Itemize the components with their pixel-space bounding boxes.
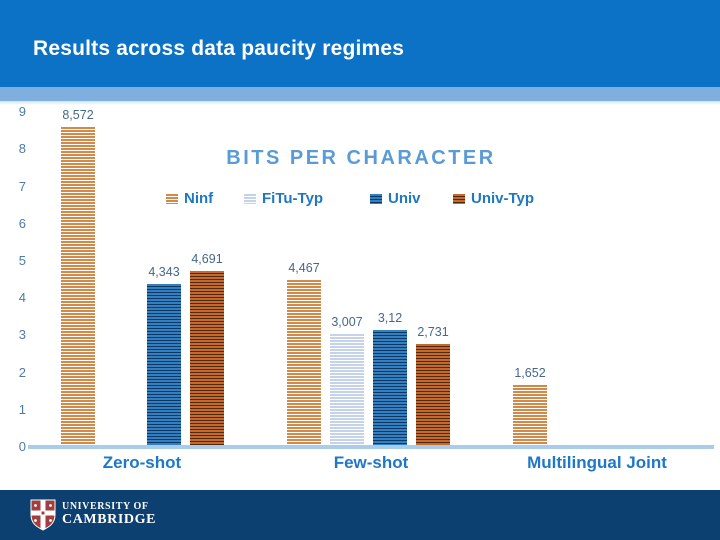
legend-label: Univ-Typ (471, 190, 535, 207)
slide-title: Results across data paucity regimes (33, 36, 405, 60)
y-axis-tick-label: 6 (18, 215, 26, 231)
cambridge-crest-logo (30, 499, 56, 531)
legend-item-fitu-typ: FiTu-Typ (244, 190, 323, 207)
bar-data-label: 4,691 (191, 252, 223, 266)
y-axis-tick-label: 1 (18, 401, 26, 417)
footer-org-name: UNIVERSITY OF CAMBRIDGE (62, 502, 156, 527)
bar-univ-typ-zero-shot (190, 271, 224, 446)
legend-item-univ: Univ (370, 190, 421, 207)
legend-swatch-icon (453, 193, 465, 204)
y-axis-tick-label: 2 (18, 364, 26, 380)
bar-ninf-zero-shot (61, 127, 95, 446)
legend-swatch-icon (370, 193, 382, 204)
legend-label: Ninf (184, 190, 214, 207)
y-axis-tick-label: 4 (18, 290, 26, 306)
legend-swatch-icon (166, 193, 178, 204)
bar-ninf-multilingual-joint (513, 385, 547, 446)
x-axis-category-multilingual-joint: Multilingual Joint (527, 453, 667, 472)
slide-footer: UNIVERSITY OF CAMBRIDGE (0, 490, 720, 540)
bar-univ-zero-shot (147, 284, 181, 446)
legend-item-univ-typ: Univ-Typ (453, 190, 534, 207)
footer-org-line1: UNIVERSITY OF (62, 501, 149, 513)
bar-data-label: 8,572 (62, 108, 94, 122)
bar-fitu-typ-few-shot (330, 334, 364, 446)
bar-data-label: 1,652 (514, 366, 546, 380)
header-strip-fade (0, 101, 720, 105)
bar-data-label: 3,12 (377, 311, 403, 325)
y-axis-tick-label: 5 (18, 253, 26, 268)
legend-item-ninf: Ninf (166, 190, 213, 207)
bar-data-label: 2,731 (417, 325, 449, 339)
bar-univ-typ-few-shot (416, 344, 450, 446)
y-axis-tick-label: 0 (18, 439, 26, 454)
bar-data-label: 4,343 (148, 265, 180, 279)
legend-label: Univ (388, 190, 421, 207)
footer-org-line2: CAMBRIDGE (62, 511, 157, 527)
bar-ninf-few-shot (287, 280, 321, 446)
x-axis-category-few-shot: Few-shot (333, 453, 409, 472)
chart-title: BITS PER CHARACTER (226, 147, 496, 169)
header-accent-strip (0, 87, 720, 101)
bar-univ-few-shot (373, 330, 407, 446)
y-axis-tick-label: 7 (18, 178, 26, 194)
y-axis-tick-label: 8 (18, 141, 26, 157)
x-axis-category-zero-shot: Zero-shot (102, 453, 182, 472)
bar-data-label: 3,007 (331, 315, 363, 329)
legend-swatch-icon (244, 193, 256, 204)
x-axis-line (28, 445, 714, 449)
y-axis-tick-label: 9 (18, 104, 26, 120)
legend-label: FiTu-Typ (262, 190, 324, 207)
slide-header: Results across data paucity regimes (0, 0, 720, 87)
bar-data-label: 4,467 (288, 261, 320, 275)
y-axis-tick-label: 3 (18, 327, 26, 343)
